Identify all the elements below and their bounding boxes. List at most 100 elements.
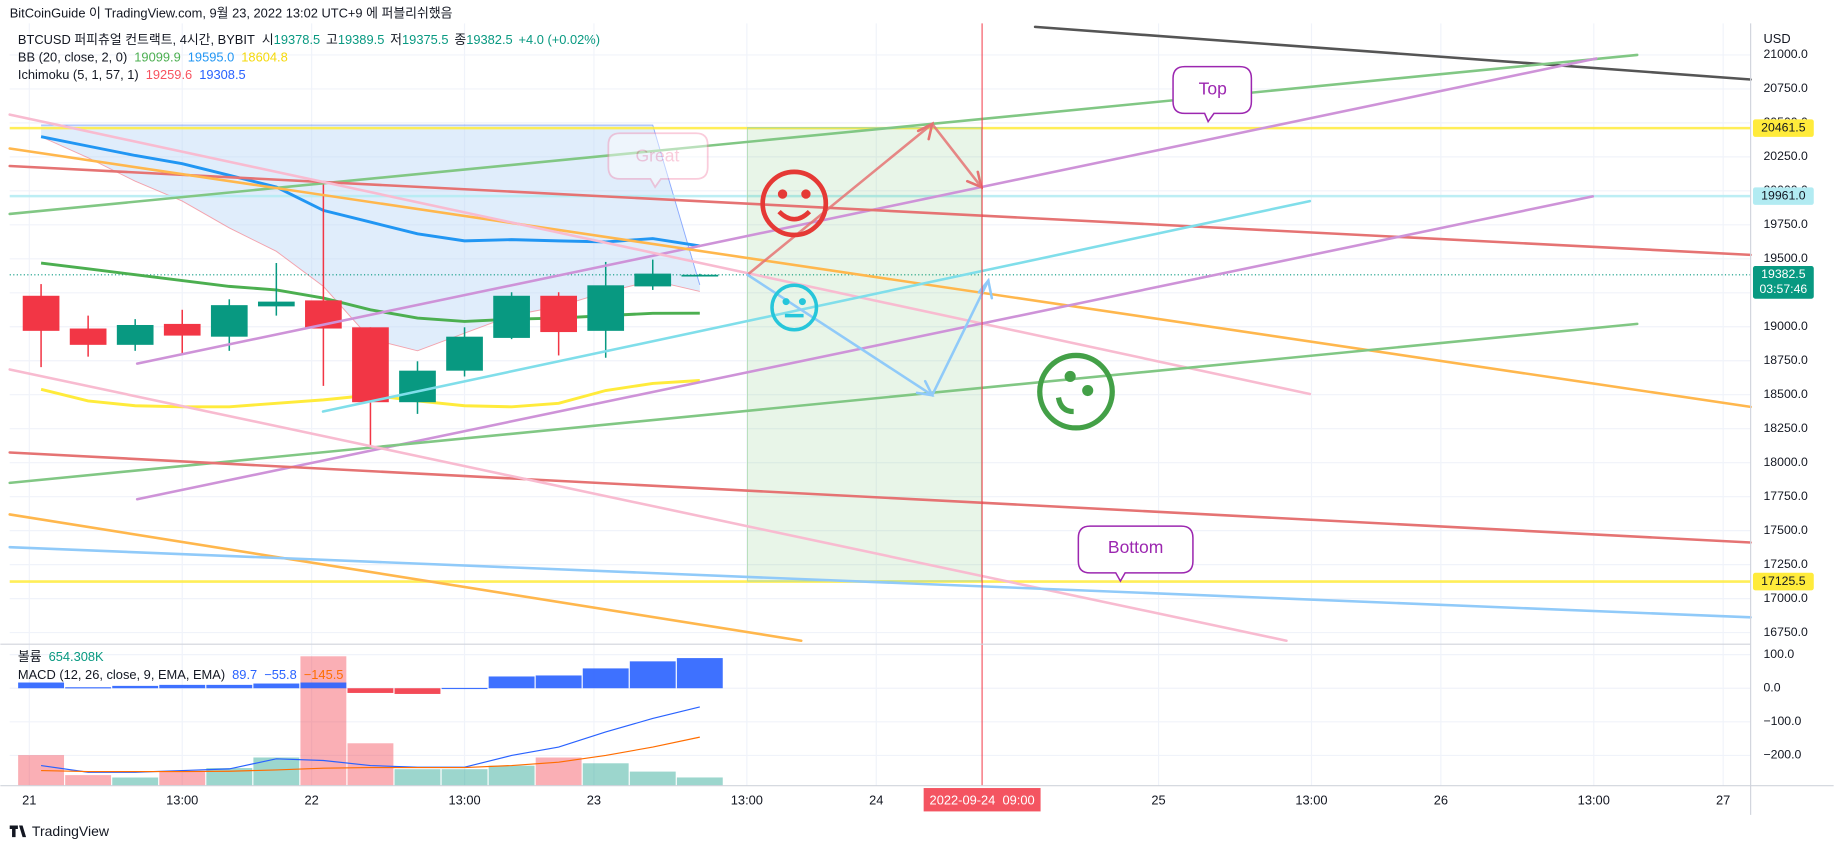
price-label-box: [1752, 187, 1814, 205]
brand: TradingView: [9, 823, 110, 839]
indicator-value: 19099.9: [134, 50, 180, 65]
ichimoku-line: [41, 124, 701, 285]
candle-body: [116, 324, 154, 345]
legend-volume: 볼륨 654.308K: [18, 650, 104, 665]
x-tick-label: 13:00: [166, 792, 198, 807]
crosshair-label: 2022-09-24 09:00: [930, 792, 1035, 807]
indicator-value: 19595.0: [188, 50, 234, 65]
y-tick-label: 19500.0: [1763, 251, 1808, 265]
candle-body: [22, 295, 60, 331]
candle-body: [352, 327, 389, 403]
candle-body: [540, 295, 577, 333]
candle-body: [634, 273, 672, 287]
callout-text: Great: [636, 145, 680, 165]
trend-line: [8, 164, 1752, 257]
ohlc-value: 19375.5: [402, 32, 448, 47]
macd-title: MACD (12, 26, close, 9, EMA, EMA): [18, 667, 225, 682]
emoji-eye: [782, 298, 790, 306]
symbol: BTCUSD 퍼피츄얼 컨트랙트, 4시간, BYBIT: [18, 32, 255, 47]
callout: Great: [607, 132, 709, 189]
indicator-value: 19259.6: [146, 67, 192, 82]
volume-bar: [300, 656, 347, 786]
volume-bar: [676, 777, 723, 786]
drawings: [8, 25, 1752, 643]
macd-tick-label: 100.0: [1763, 647, 1794, 661]
volume-bar: [394, 769, 441, 786]
price-label: 19961.0: [1761, 188, 1806, 202]
price-label-box: [1752, 266, 1814, 299]
macd-histogram-bar: [488, 676, 535, 689]
emoji-confused: [1037, 352, 1115, 431]
x-tick-label: 13:00: [448, 792, 480, 807]
macd-value: −55.8: [264, 667, 297, 682]
macd-histogram-bar: [582, 668, 629, 689]
candle-body: [69, 328, 107, 345]
legend-indicator: BB (20, close, 2, 0) 19099.9 19595.0 18604.…: [18, 50, 288, 65]
candle-body: [493, 295, 530, 338]
x-tick-label: 23: [587, 792, 601, 807]
y-tick-label: 18250.0: [1763, 421, 1808, 435]
price-label: 20461.5: [1761, 120, 1806, 134]
macd-histogram-bar: [300, 682, 347, 689]
macd-histogram-bar: [159, 684, 206, 689]
ichimoku-cloud: [41, 125, 700, 351]
candle-body: [210, 305, 248, 337]
arrow-head: [916, 121, 935, 141]
candle-body: [587, 285, 625, 331]
countdown: 03:57:46: [1759, 282, 1807, 296]
emoji-eye: [798, 298, 806, 306]
y-tick-label: 17500.0: [1763, 523, 1808, 537]
emoji-eye: [777, 189, 788, 199]
volume-bar: [112, 777, 159, 786]
volume-label: 볼륨: [18, 650, 42, 665]
callout: Bottom: [1077, 525, 1194, 583]
y-tick-label: 19000.0: [1763, 319, 1808, 333]
macd-histogram-bar: [629, 661, 676, 689]
label-layer: 21 13:00 22 13:00 23 13:00 24 25 13:00 26 13:00 27 1…: [18, 32, 1814, 812]
indicator-value: 19308.5: [199, 67, 245, 82]
y-tick-label: 17250.0: [1763, 557, 1808, 571]
x-tick-label: 26: [1434, 792, 1448, 807]
volume-bar: [488, 765, 535, 786]
ohlc-value: 19382.5: [466, 32, 512, 47]
volume-bar: [65, 775, 112, 786]
grid: [9, 23, 1751, 786]
emoji-face: [760, 169, 829, 238]
y-tick-label: 19750.0: [1763, 217, 1808, 231]
change: +4.0 (+0.02%): [519, 32, 601, 47]
trend-line: [8, 545, 1752, 619]
forecast-zone: [747, 127, 982, 582]
brand-logo: [9, 825, 27, 838]
volume-bar: [582, 763, 629, 786]
candle-body: [399, 370, 436, 403]
indicator-title: BB (20, close, 2, 0): [18, 50, 127, 65]
macd-value: 89.7: [232, 667, 257, 682]
indicator-value: 18604.8: [241, 50, 287, 65]
ohlc-label: 시: [262, 32, 274, 47]
trend-line: [8, 368, 1288, 643]
emoji-neutral: [770, 283, 819, 332]
arrow-head: [965, 170, 984, 190]
trend-line: [8, 113, 1312, 396]
candle-body: [257, 301, 295, 307]
y-tick-label: 17000.0: [1763, 591, 1808, 605]
y-tick-label: 20250.0: [1763, 149, 1808, 163]
x-tick-label: 27: [1716, 792, 1730, 807]
crosshair-label-box: [923, 788, 1041, 812]
legend-symbol: BTCUSD 퍼피츄얼 컨트랙트, 4시간, BYBIT 시19378.5 고193…: [18, 32, 600, 47]
callout: Top: [1172, 65, 1253, 124]
data-layer: [18, 135, 723, 786]
macd-value: −145.5: [304, 667, 344, 682]
macd-histogram-bar: [394, 688, 441, 694]
emoji-eye: [1082, 384, 1094, 397]
macd-histogram-bar: [535, 675, 582, 689]
callout-box: [1172, 65, 1253, 124]
volume-bar: [441, 769, 488, 786]
ohlc-label: 종: [454, 32, 466, 47]
emoji-mouth: [777, 209, 812, 222]
trend-line: [8, 513, 803, 643]
y-tick-label: 16750.0: [1763, 625, 1808, 639]
volume-value: 654.308K: [49, 650, 104, 665]
